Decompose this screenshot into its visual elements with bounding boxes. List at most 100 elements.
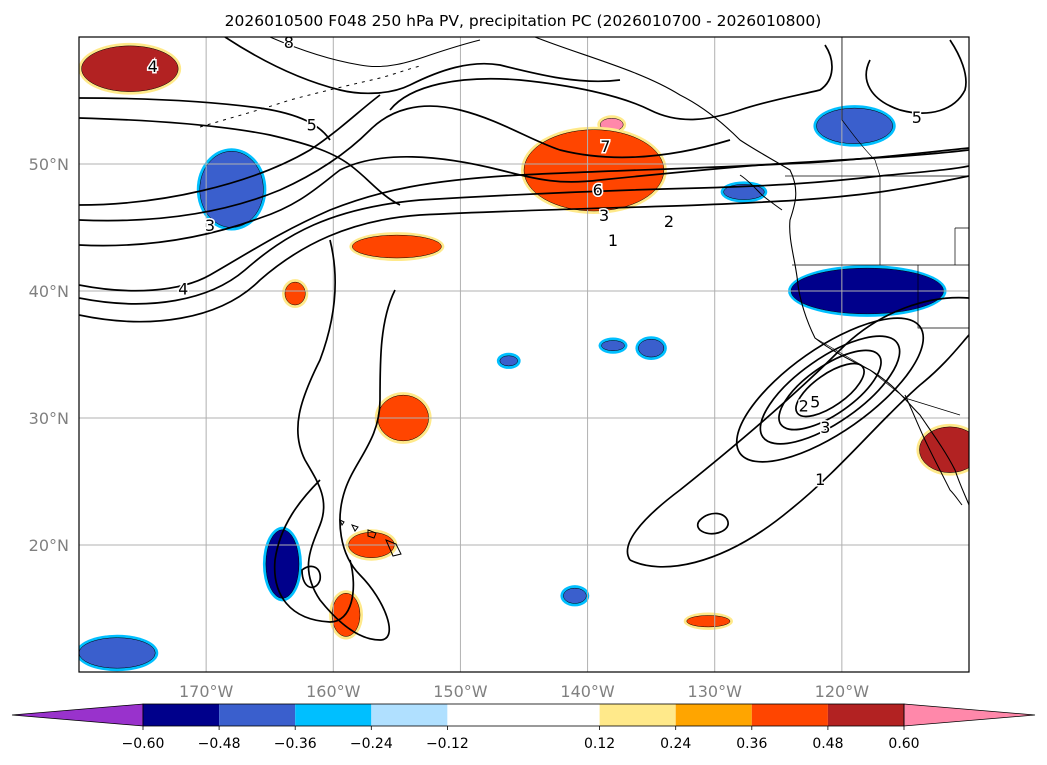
baja-peninsula-coastline — [904, 394, 963, 506]
colorbar-swatch — [143, 704, 220, 726]
lon-tick-label: 120°W — [815, 682, 870, 701]
lat-tick-label: 40°N — [29, 282, 69, 301]
colorbar-swatch — [675, 704, 752, 726]
pv-contour-line — [224, 37, 621, 95]
colorbar-tick-labels: −0.60 −0.48 −0.36 −0.24 −0.12 0.12 0.24 0.36 0.4… — [122, 726, 920, 752]
pv-contour-line — [629, 334, 969, 568]
pv-contour-label: 6 — [593, 180, 603, 199]
precip-pc-shading — [79, 42, 969, 672]
colorbar-swatch — [371, 704, 448, 726]
pv-contour-line — [865, 39, 967, 114]
lon-tick-label: 150°W — [433, 682, 488, 701]
lat-tick-label: 20°N — [29, 536, 69, 555]
precip-region-negative-small-5 — [563, 587, 587, 604]
pv-contour-line — [79, 165, 969, 305]
precip-region-bering-positive — [81, 45, 179, 92]
pv-contour-label: 1 — [815, 470, 825, 489]
pv-contour-line — [79, 175, 969, 323]
alaska-canada-border — [841, 37, 881, 177]
colorbar-swatches — [11, 703, 1036, 727]
colorbar-swatch — [447, 704, 600, 726]
colorbar-tick-label: 0.48 — [812, 736, 843, 752]
colorbar-tick-label: −0.48 — [198, 736, 241, 752]
lon-tick-label: 160°W — [306, 682, 361, 701]
map-frame — [78, 36, 970, 673]
pv-contour-line — [79, 97, 331, 141]
pv-contour-label: 7 — [600, 137, 610, 156]
precip-region-negative-small-3 — [638, 339, 665, 358]
pv-contour-line — [79, 149, 969, 247]
colorbar-tick-label: 0.24 — [660, 736, 691, 752]
vancouver-island-coastline — [739, 174, 783, 211]
colorbar-swatch — [751, 704, 828, 726]
precip-region-negative-small-1 — [499, 355, 518, 367]
pv-contour-line — [795, 362, 865, 418]
precip-region-baja-positive — [919, 426, 969, 473]
colorbar-outline — [142, 703, 905, 727]
colorbar-swatch — [219, 704, 296, 726]
pv-contours — [79, 37, 969, 641]
pv-contour-line — [389, 44, 833, 121]
pv-contour-line — [79, 105, 731, 222]
hawaii-islands — [339, 518, 402, 557]
coastlines — [199, 37, 969, 557]
precip-region-negative-small-2 — [601, 340, 625, 351]
political-borders — [785, 37, 969, 416]
colorbar-over-extend — [903, 703, 1036, 727]
alaska-coastline — [269, 37, 481, 68]
pv-contour-line — [696, 512, 729, 535]
pv-contour-line — [735, 317, 925, 463]
pv-contour-label: 1 — [608, 231, 618, 250]
colorbar-under-extend — [11, 703, 144, 727]
precip-region-gulf-alaska-negative — [816, 107, 893, 144]
pv-contour-label: 4 — [178, 279, 188, 298]
pv-contour-label: 4 — [148, 57, 158, 76]
north-america-coastline — [534, 37, 969, 506]
colorbar-swatch — [827, 704, 904, 726]
pv-contour-label: 3 — [205, 216, 215, 235]
pv-contour-label: 3 — [820, 418, 830, 437]
pv-contour-line — [296, 239, 396, 641]
colorbar-swatch — [599, 704, 676, 726]
colorbar-tick-label: −0.24 — [350, 736, 393, 752]
precip-region-negative-near-hawaii — [265, 529, 300, 599]
lon-tick-label: 170°W — [179, 682, 234, 701]
pv-contour-line — [79, 117, 401, 206]
colorbar-tick-label: 0.60 — [888, 736, 919, 752]
pv-contour-line — [778, 349, 882, 431]
pv-contour-label: 2 — [799, 396, 809, 415]
lat-tick-label: 30°N — [29, 409, 69, 428]
pv-contour-label: 2 — [664, 212, 674, 231]
chart-title: 2026010500 F048 250 hPa PV, precipitatio… — [225, 12, 822, 30]
pv-contour-line — [301, 565, 322, 589]
colorbar-tick-label: −0.60 — [122, 736, 165, 752]
pv-contour-label: 8 — [284, 33, 294, 52]
pv-contour-label: 5 — [307, 116, 317, 135]
pv-contour-label: 5 — [810, 392, 820, 411]
lat-tick-label: 50°N — [29, 155, 69, 174]
precip-region-north-pacific-positive — [352, 234, 442, 259]
colorbar-tick-label: 0.36 — [736, 736, 767, 752]
precip-region-positive-small-40n — [284, 281, 306, 306]
longitude-tick-labels: 170°W 160°W 150°W 140°W 130°W 120°W — [179, 682, 869, 701]
colorbar-swatch — [295, 704, 372, 726]
lon-tick-label: 140°W — [560, 682, 615, 701]
pv-contour-label: 3 — [599, 206, 609, 225]
colorbar-tick-label: −0.36 — [274, 736, 317, 752]
colorbar: −0.60 −0.48 −0.36 −0.24 −0.12 0.12 0.24 0.36 0.4… — [11, 703, 1036, 752]
pv-contour-line — [759, 335, 901, 445]
pv-contour-line — [79, 94, 381, 206]
precip-region-positive-tropical-east — [686, 615, 731, 628]
pv-contour-label: 5 — [912, 108, 922, 127]
precip-region-negative-southwest-corner — [79, 637, 156, 669]
lat-lon-grid — [79, 37, 969, 672]
precip-region-negative-small-4 — [723, 184, 765, 200]
us-state-borders — [792, 176, 969, 416]
colorbar-tick-label: −0.12 — [426, 736, 469, 752]
lon-tick-label: 130°W — [688, 682, 743, 701]
colorbar-tick-label: 0.12 — [584, 736, 615, 752]
pv-contour-line — [273, 479, 355, 623]
latitude-tick-labels: 20°N 30°N 40°N 50°N — [29, 155, 69, 555]
